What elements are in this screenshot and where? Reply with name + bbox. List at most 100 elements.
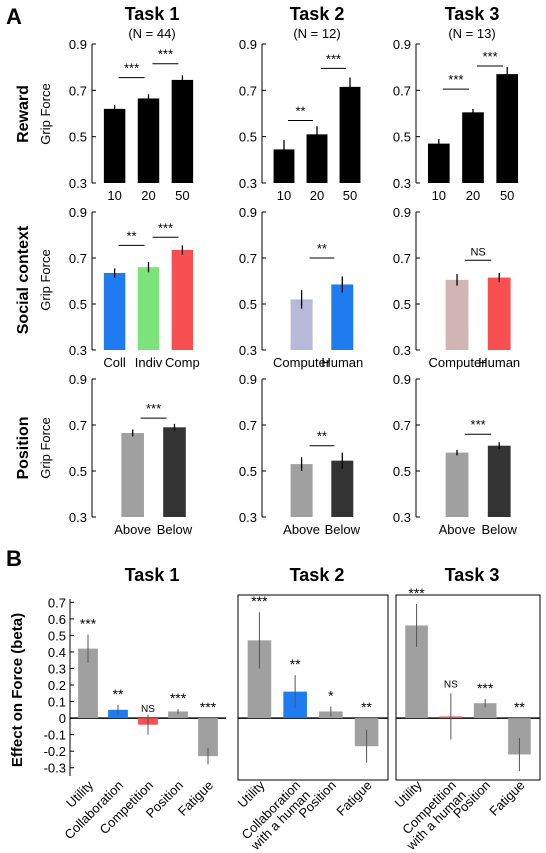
- y-tick-label: 0.1: [48, 695, 66, 710]
- panel-b-label: B: [6, 546, 22, 571]
- bar-50: [171, 79, 194, 183]
- bar-2: [473, 703, 497, 719]
- y-tick-label: 0.9: [393, 37, 411, 52]
- significance-label: ***: [200, 699, 217, 715]
- y-tick-label: 0.7: [48, 595, 66, 610]
- bar-indiv: [137, 267, 160, 350]
- bar-above: [121, 433, 144, 517]
- bar-above: [290, 464, 313, 517]
- significance-label: ***: [146, 401, 161, 416]
- significance-label: NS: [141, 704, 155, 715]
- significance-label: ***: [483, 49, 498, 64]
- chart-A-position-task1: 0.3 0.5 0.7 0.9 Above Below ***: [69, 372, 193, 537]
- grip-force-label-row1: Grip Force: [38, 83, 53, 144]
- x-tick-label: 10: [107, 188, 121, 203]
- y-tick-label: 0.4: [48, 645, 66, 660]
- y-tick-label: 0.2: [48, 678, 66, 693]
- y-tick-label: 0.7: [393, 83, 411, 98]
- y-tick-label: 0.7: [239, 83, 257, 98]
- b-task3-title: Task 3: [445, 565, 500, 585]
- grip-force-label-row2: Grip Force: [38, 249, 53, 310]
- y-tick-label: 0.7: [393, 251, 411, 266]
- y-tick-label: 0.9: [69, 37, 87, 52]
- y-tick-label: 0.5: [69, 297, 87, 312]
- x-tick-label: Below: [482, 522, 518, 537]
- x-tick-label: Fatigue: [486, 778, 527, 819]
- significance-label: **: [514, 699, 525, 715]
- x-tick-label: Indiv: [135, 355, 163, 370]
- significance-label: ***: [477, 680, 494, 696]
- x-tick-label: Fatigue: [333, 778, 374, 819]
- b-task2-title: Task 2: [290, 565, 345, 585]
- y-tick-label: 0.5: [239, 297, 257, 312]
- bar-3: [168, 711, 188, 719]
- y-tick-label: -0.3: [44, 761, 66, 776]
- y-tick-label: 0.5: [393, 130, 411, 145]
- chart-B-task2: ***Utility**Collaborationwith a human*Po…: [234, 593, 389, 853]
- y-tick-label: 0: [59, 711, 66, 726]
- x-tick-label: 20: [141, 188, 155, 203]
- y-tick-label: 0.3: [239, 510, 257, 525]
- y-tick-label: 0.3: [69, 343, 87, 358]
- y-tick-label: 0.3: [69, 176, 87, 191]
- y-tick-label: 0.3: [48, 661, 66, 676]
- y-tick-label: -0.2: [44, 744, 66, 759]
- panel-frame: [395, 594, 541, 781]
- y-tick-label: 0.5: [48, 628, 66, 643]
- task2-n: (N = 12): [293, 26, 340, 41]
- significance-label: **: [361, 699, 372, 715]
- y-tick-label: 0.5: [239, 464, 257, 479]
- bar-below: [331, 460, 354, 517]
- significance-label: ***: [471, 417, 486, 432]
- y-tick-label: 0.9: [239, 372, 257, 387]
- significance-label: ***: [408, 585, 425, 601]
- x-tick-label: Coll: [103, 355, 126, 370]
- b-task1-title: Task 1: [125, 565, 180, 585]
- y-tick-label: -0.1: [44, 728, 66, 743]
- y-tick-label: 0.7: [393, 418, 411, 433]
- bar-10: [273, 149, 295, 183]
- y-tick-label: 0.3: [393, 510, 411, 525]
- charts-layer: 0.30.50.70.910 20 50******0.30.50.70.910 20…: [44, 37, 541, 853]
- y-tick-label: 0.7: [69, 251, 87, 266]
- y-tick-label: 0.6: [48, 612, 66, 627]
- x-tick-label: 10: [432, 188, 446, 203]
- bar-10: [427, 143, 450, 183]
- chart-A-reward-task3: 0.3 0.5 0.7 0.9 10 20 50 *** ***: [393, 37, 519, 203]
- row-label-social: Social context: [15, 225, 32, 334]
- y-tick-label: 0.9: [239, 37, 257, 52]
- y-tick-label: 0.5: [69, 464, 87, 479]
- grip-force-label-row3: Grip Force: [38, 417, 53, 478]
- panel-a-label: A: [6, 4, 22, 29]
- bar-3: [508, 718, 531, 755]
- chart-A-position-task2: 0.3 0.5 0.7 0.9 Above Below **: [239, 372, 361, 537]
- y-tick-label: 0.5: [393, 464, 411, 479]
- bar-20: [306, 134, 328, 183]
- significance-label: ***: [448, 72, 463, 87]
- significance-label: ***: [158, 220, 173, 235]
- x-tick-label: Comp: [165, 355, 200, 370]
- bar-20: [137, 98, 160, 183]
- significance-label: NS: [444, 679, 458, 690]
- y-tick-label: 0.3: [69, 510, 87, 525]
- x-tick-label: Above: [283, 522, 320, 537]
- significance-label: *: [328, 688, 334, 704]
- y-tick-label: 0.9: [239, 205, 257, 220]
- task1-n: (N = 44): [128, 26, 175, 41]
- y-tick-label: 0.9: [393, 205, 411, 220]
- x-tick-label: 20: [310, 188, 324, 203]
- b-y-axis-label: Effect on Force (beta): [9, 613, 26, 767]
- task2-title: Task 2: [290, 4, 345, 24]
- bar-10: [103, 108, 126, 183]
- task3-n: (N = 13): [448, 26, 495, 41]
- significance-label: **: [317, 241, 327, 256]
- x-tick-label: 10: [277, 188, 291, 203]
- bar-below: [487, 445, 511, 517]
- bar-50: [496, 74, 519, 183]
- y-tick-label: 0.5: [239, 130, 257, 145]
- bar-0: [405, 625, 428, 719]
- chart-A-position-task3: 0.3 0.5 0.7 0.9 Above Below ***: [393, 372, 518, 537]
- bar-human: [487, 277, 511, 350]
